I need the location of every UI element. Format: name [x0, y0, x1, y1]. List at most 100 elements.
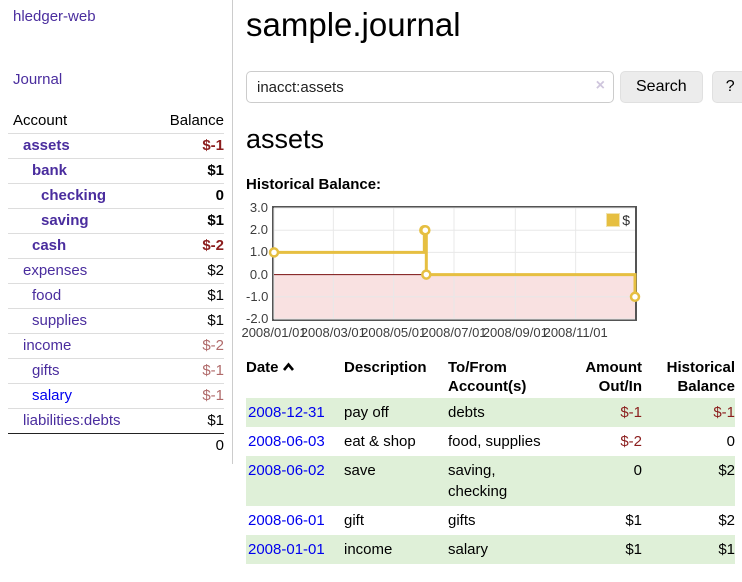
account-row: checking 0 [8, 183, 224, 208]
account-link[interactable]: salary [32, 387, 73, 404]
account-balance: $2 [207, 262, 224, 279]
account-balance: $-1 [202, 362, 224, 379]
account-link[interactable]: income [23, 337, 72, 354]
account-link[interactable]: supplies [32, 312, 88, 329]
account-row: liabilities:debts $1 [8, 408, 224, 433]
account-row: saving $1 [8, 208, 224, 233]
account-balance: $-1 [202, 137, 224, 154]
account-link[interactable]: liabilities:debts [23, 412, 121, 429]
sidebar: hledger-web Journal Account Balance asse… [0, 0, 233, 464]
transaction-date-link[interactable]: 2008-06-02 [248, 462, 325, 479]
transaction-date-cell: 2008-06-02 [246, 456, 344, 506]
transaction-date-cell: 2008-01-01 [246, 535, 344, 564]
transaction-accounts-cell: saving, checking [448, 462, 508, 500]
search-input[interactable] [246, 71, 614, 103]
transaction-accounts-cell: salary [448, 541, 489, 558]
description-column-header: Description [344, 359, 427, 376]
main-content: sample.journal × Search ? assets Histori… [241, 0, 742, 564]
transaction-description-cell: income [344, 541, 393, 558]
transaction-amount-cell: $1 [625, 541, 642, 558]
accounts-total-value: 0 [215, 437, 224, 454]
transaction-date-cell: 2008-12-31 [246, 398, 344, 427]
y-axis-tick-label: 1.0 [249, 244, 268, 260]
account-column-header: Account [13, 112, 68, 129]
transaction-description-cell: save [344, 462, 376, 479]
transaction-date-link[interactable]: 2008-06-03 [248, 433, 325, 450]
account-link[interactable]: expenses [23, 262, 88, 279]
y-axis-tick-label: -2.0 [246, 311, 269, 326]
transaction-balance-cell: $1 [718, 541, 735, 558]
account-link[interactable]: checking [41, 187, 107, 204]
account-row: assets $-1 [8, 133, 224, 158]
transaction-amount-cell: $-1 [620, 404, 642, 421]
transaction-row: 2008-06-03 eat & shop food, supplies $-2 0 [246, 427, 735, 456]
transaction-date-link[interactable]: 2008-06-01 [248, 512, 325, 529]
transaction-date-cell: 2008-06-01 [246, 506, 344, 535]
account-balance: $-2 [202, 337, 224, 354]
y-axis-tick-label: 3.0 [249, 200, 268, 215]
account-row: salary $-1 [8, 383, 224, 408]
account-row: gifts $-1 [8, 358, 224, 383]
app-brand-link[interactable]: hledger-web [13, 8, 96, 25]
account-row: cash $-2 [8, 233, 224, 258]
balance-chart: $ 3.0 2.0 1.0 0.0 -1.0 -2.0 2008/01/01 2008/03/… [241, 200, 735, 340]
transaction-row: 2008-06-01 gift gifts $1 $2 [246, 506, 735, 535]
chart-section-label: Historical Balance: [246, 176, 382, 193]
balance-column-header: Balance [169, 112, 224, 129]
transaction-amount-cell: 0 [633, 462, 642, 479]
transaction-amount-cell: $-2 [620, 433, 642, 450]
transaction-date-link[interactable]: 2008-12-31 [248, 404, 325, 421]
transaction-amount-cell: $1 [625, 512, 642, 529]
search-box: × [246, 71, 614, 103]
clear-search-icon[interactable]: × [595, 77, 605, 94]
sort-ascending-icon [282, 362, 294, 371]
account-balance: $1 [207, 287, 224, 304]
x-axis-tick-label: 2008/11/01 [543, 325, 608, 340]
transaction-balance-cell: 0 [726, 433, 735, 450]
transaction-description-cell: pay off [344, 404, 389, 421]
transactions-table: Date Description To/From Account(s) Amou… [246, 356, 735, 564]
x-axis-tick-label: 2008/05/01 [361, 325, 427, 340]
transaction-description-cell: eat & shop [344, 433, 416, 450]
transaction-balance-cell: $2 [718, 512, 735, 529]
transaction-date-cell: 2008-06-03 [246, 427, 344, 456]
chart-legend: $ [604, 211, 632, 229]
transaction-description-cell: gift [344, 512, 365, 529]
transaction-date-link[interactable]: 2008-01-01 [248, 541, 325, 558]
accounts-table-header: Account Balance [8, 109, 224, 133]
transaction-balance-cell: $-1 [713, 404, 735, 421]
search-button[interactable]: Search [620, 71, 703, 103]
account-link[interactable]: saving [41, 212, 89, 229]
account-link[interactable]: assets [23, 137, 70, 154]
x-axis-tick-label: 2008/01/01 [241, 325, 307, 340]
page-title: sample.journal [246, 6, 461, 43]
y-axis-tick-label: -1.0 [246, 288, 269, 304]
amount-column-header: Amount Out/In [585, 359, 642, 395]
account-link[interactable]: cash [32, 237, 67, 254]
accounts-table: Account Balance assets $-1 bank $1 checking 0… [8, 109, 224, 458]
date-column-header[interactable]: Date [246, 356, 344, 398]
sidebar-item-journal[interactable]: Journal [13, 71, 63, 88]
account-link[interactable]: food [32, 287, 62, 304]
transactions-header-row: Date Description To/From Account(s) Amou… [246, 356, 735, 398]
accounts-rows: assets $-1 bank $1 checking 0 saving $1 cash $-2 e… [8, 133, 224, 433]
x-axis-tick-label: 2008/03/01 [300, 325, 366, 340]
transaction-balance-cell: $2 [718, 462, 735, 479]
account-link[interactable]: gifts [32, 362, 60, 379]
account-link[interactable]: bank [32, 162, 68, 179]
account-balance: $-2 [202, 237, 224, 254]
transaction-row: 2008-01-01 income salary $1 $1 [246, 535, 735, 564]
account-row: income $-2 [8, 333, 224, 358]
account-balance: $1 [207, 312, 224, 329]
help-button[interactable]: ? [711, 71, 742, 103]
transaction-row: 2008-06-02 save saving, checking 0 $2 [246, 456, 735, 506]
chart-plot-area: $ [268, 206, 641, 321]
x-axis-tick-label: 2008/07/01 [421, 325, 487, 340]
chart-canvas [268, 207, 641, 320]
account-row: supplies $1 [8, 308, 224, 333]
accounts-column-header: To/From Account(s) [448, 359, 527, 395]
transaction-row: 2008-12-31 pay off debts $-1 $-1 [246, 398, 735, 427]
account-balance: $1 [207, 412, 224, 429]
account-row: expenses $2 [8, 258, 224, 283]
account-row: bank $1 [8, 158, 224, 183]
